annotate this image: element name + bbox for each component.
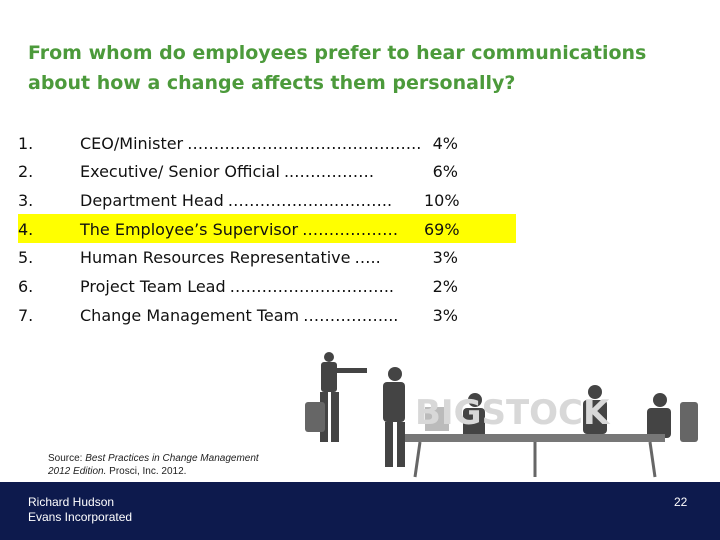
footer-bar bbox=[0, 482, 720, 540]
item-label: Department Head bbox=[80, 190, 224, 210]
item-value: 69% bbox=[424, 219, 460, 239]
footer-author: Richard Hudson Evans Incorporated bbox=[28, 495, 132, 525]
title: From whom do employees prefer to hear co… bbox=[28, 38, 646, 98]
list-item: 2. Executive/ Senior Official..…………… 6% bbox=[18, 158, 458, 186]
item-label: Executive/ Senior Official bbox=[80, 162, 280, 182]
item-leader: ….. bbox=[354, 248, 381, 268]
source-publisher: Prosci, Inc. 2012. bbox=[109, 466, 187, 477]
item-leader: ……………… bbox=[302, 219, 399, 239]
page-number: 22 bbox=[674, 495, 688, 509]
item-leader: ……………... bbox=[303, 305, 399, 325]
item-number: 6. bbox=[18, 277, 34, 296]
item-leader: …………………………………….. bbox=[187, 133, 422, 153]
source-work: Best Practices in Change Management bbox=[85, 453, 259, 464]
item-label: Change Management Team bbox=[80, 305, 300, 325]
item-value: 3% bbox=[432, 248, 458, 268]
item-number: 2. bbox=[18, 162, 34, 182]
svg-text:BIGSTOCK: BIGSTOCK bbox=[415, 393, 611, 433]
author-company: Evans Incorporated bbox=[28, 510, 133, 524]
item-label: Human Resources Representative bbox=[80, 248, 351, 268]
item-value: 2% bbox=[432, 277, 458, 296]
title-line: about how a change affects them personal… bbox=[28, 72, 516, 94]
item-number: 4. bbox=[18, 219, 34, 239]
item-label: The Employee’s Supervisor bbox=[80, 219, 299, 239]
item-leader: ………………..……….. bbox=[227, 190, 393, 210]
item-value: 10% bbox=[424, 190, 460, 210]
item-leader: ..…………… bbox=[283, 162, 375, 182]
item-number: 3. bbox=[18, 190, 34, 210]
title-line: From whom do employees prefer to hear co… bbox=[28, 42, 647, 64]
item-number: 7. bbox=[18, 305, 34, 325]
highlight bbox=[18, 214, 516, 244]
source-edition: 2012 Edition. bbox=[48, 466, 107, 477]
office-image: BIGSTOCK bbox=[285, 352, 715, 480]
item-label: Project Team Lead bbox=[80, 277, 226, 296]
item-value: 6% bbox=[432, 162, 458, 182]
item-value: 3% bbox=[432, 305, 458, 325]
item-value: 4% bbox=[432, 133, 458, 153]
item-label: CEO/Minister bbox=[80, 133, 184, 153]
source: Source: Best Practices in Change Managem… bbox=[48, 452, 259, 478]
list-item: 5. Human Resources Representative….. 3% bbox=[18, 244, 458, 272]
source-prefix: Source: bbox=[48, 453, 83, 464]
item-leader: ……………..………….. bbox=[229, 277, 394, 296]
author-name: Richard Hudson bbox=[28, 495, 115, 509]
list-item: 4. The Employee’s Supervisor……………… 69% bbox=[18, 215, 460, 243]
list-item: 7. Change Management Team……………... 3% bbox=[18, 301, 458, 329]
item-number: 1. bbox=[18, 133, 34, 153]
list-item: 1. CEO/Minister…………………………………….. 4% bbox=[18, 129, 458, 157]
item-number: 5. bbox=[18, 248, 34, 268]
list-item: 6. Project Team Lead……………..………….. 2% bbox=[18, 273, 458, 301]
list-item: 3. Department Head………………..……….. 10% bbox=[18, 186, 460, 214]
